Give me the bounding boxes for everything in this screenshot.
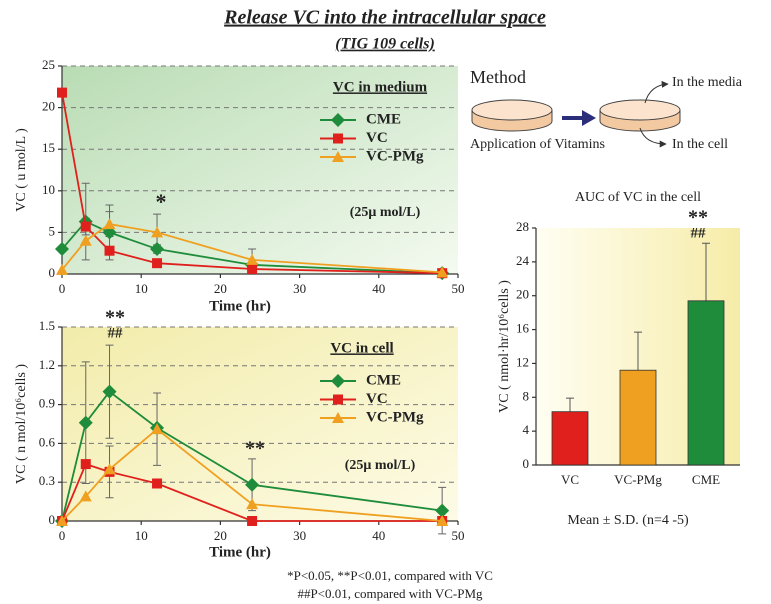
x-tick-label: CME bbox=[692, 472, 720, 487]
legend-label: VC-PMg bbox=[366, 409, 424, 425]
marker bbox=[105, 246, 115, 256]
x-tick-label: 50 bbox=[452, 528, 465, 543]
x-axis-label: Time (hr) bbox=[209, 298, 271, 314]
x-tick-label: 0 bbox=[59, 281, 66, 296]
y-tick-label: 20 bbox=[516, 287, 529, 302]
marker bbox=[81, 222, 91, 232]
chart-title: AUC of VC in the cell bbox=[575, 190, 701, 205]
x-axis-label: Time (hr) bbox=[209, 544, 271, 560]
method-label: In the media bbox=[672, 75, 743, 90]
x-tick-label: 10 bbox=[135, 281, 148, 296]
marker bbox=[247, 264, 257, 274]
y-tick-label: 16 bbox=[516, 321, 530, 336]
footnote: *P<0.05, **P<0.01, compared with VC bbox=[287, 568, 493, 583]
marker bbox=[81, 459, 91, 469]
x-tick-label: 30 bbox=[293, 281, 306, 296]
figure-subtitle: (TIG 109 cells) bbox=[335, 36, 435, 53]
y-tick-label: 0.6 bbox=[39, 434, 56, 449]
y-tick-label: 10 bbox=[42, 182, 55, 197]
annotation: ** bbox=[245, 438, 265, 460]
dish bbox=[472, 100, 552, 120]
chart-title: VC in medium bbox=[333, 79, 428, 95]
method-label: In the cell bbox=[672, 137, 728, 152]
marker bbox=[152, 478, 162, 488]
y-tick-label: 0 bbox=[49, 512, 56, 527]
x-tick-label: 20 bbox=[214, 528, 227, 543]
marker bbox=[247, 516, 257, 526]
arrow bbox=[562, 110, 596, 126]
annotation: (25μ mol/L) bbox=[350, 205, 421, 220]
legend-label: CME bbox=[366, 372, 401, 388]
figure-title: Release VC into the intracellular space bbox=[223, 7, 546, 29]
method-label: Application of Vitamins bbox=[470, 137, 605, 152]
annotation: * bbox=[156, 189, 167, 214]
legend-label: VC bbox=[366, 391, 388, 407]
x-tick-label: 40 bbox=[372, 528, 385, 543]
y-tick-label: 28 bbox=[516, 219, 529, 234]
y-tick-label: 0.3 bbox=[39, 473, 55, 488]
x-tick-label: 0 bbox=[59, 528, 66, 543]
x-tick-label: 10 bbox=[135, 528, 148, 543]
x-tick-label: 40 bbox=[372, 281, 385, 296]
page: {"title": "Release VC into the intracell… bbox=[0, 0, 771, 604]
footnote: ##P<0.01, compared with VC-PMg bbox=[297, 586, 483, 601]
bar bbox=[552, 412, 588, 465]
method-diagram: Method In the media In the cell Applicat… bbox=[470, 67, 743, 152]
chart-note: Mean ± S.D. (n=4 -5) bbox=[567, 513, 689, 528]
legend-label: VC bbox=[366, 130, 388, 146]
y-axis-label: VC ( nmol·hr/10⁶cells ) bbox=[497, 280, 512, 413]
marker bbox=[57, 88, 67, 98]
y-tick-label: 4 bbox=[523, 422, 530, 437]
y-axis-label: VC ( n mol/10⁶cells ) bbox=[14, 364, 29, 484]
annotation: ## bbox=[691, 225, 707, 241]
method-heading: Method bbox=[470, 67, 526, 87]
annotation: ## bbox=[108, 325, 124, 341]
legend-marker bbox=[333, 395, 343, 405]
y-tick-label: 24 bbox=[516, 253, 530, 268]
annotation: (25μ mol/L) bbox=[345, 458, 416, 473]
y-tick-label: 1.5 bbox=[39, 318, 55, 333]
y-tick-label: 8 bbox=[523, 388, 530, 403]
legend-label: CME bbox=[366, 111, 401, 127]
bar bbox=[688, 301, 724, 465]
y-tick-label: 12 bbox=[516, 354, 529, 369]
x-tick-label: 30 bbox=[293, 528, 306, 543]
bar bbox=[620, 370, 656, 465]
y-axis-label: VC ( u mol/L ) bbox=[14, 128, 29, 212]
y-tick-label: 0 bbox=[523, 456, 530, 471]
y-tick-label: 1.2 bbox=[39, 357, 55, 372]
y-tick-label: 15 bbox=[42, 140, 55, 155]
x-tick-label: 50 bbox=[452, 281, 465, 296]
y-tick-label: 25 bbox=[42, 57, 55, 72]
x-tick-label: 20 bbox=[214, 281, 227, 296]
dish bbox=[600, 100, 680, 120]
plot-bg bbox=[62, 66, 458, 274]
y-tick-label: 0 bbox=[49, 265, 56, 280]
y-tick-label: 0.9 bbox=[39, 396, 55, 411]
legend-marker bbox=[333, 134, 343, 144]
chart-title: VC in cell bbox=[330, 340, 393, 356]
y-tick-label: 5 bbox=[49, 223, 56, 238]
y-tick-label: 20 bbox=[42, 99, 55, 114]
figure: Release VC into the intracellular space … bbox=[0, 0, 771, 604]
x-tick-label: VC-PMg bbox=[614, 472, 662, 487]
legend-label: VC-PMg bbox=[366, 148, 424, 164]
x-tick-label: VC bbox=[561, 472, 579, 487]
marker bbox=[152, 258, 162, 268]
